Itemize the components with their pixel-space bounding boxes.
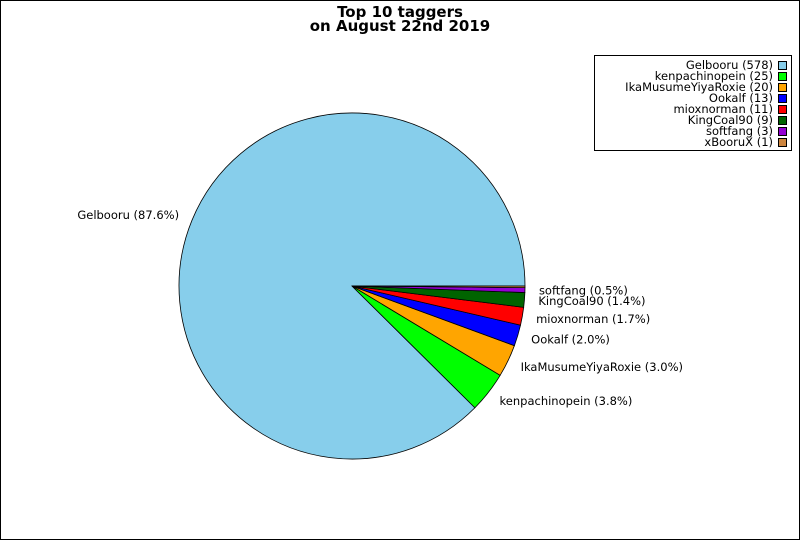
legend-entry-ikamusumeyiyaroxie: IkaMusumeYiyaRoxie (20)	[625, 80, 787, 94]
legend-entry-kenpachinopein: kenpachinopein (25)	[654, 69, 787, 83]
legend-label: IkaMusumeYiyaRoxie (20)	[625, 80, 773, 94]
legend-swatch	[778, 116, 787, 125]
legend-swatch	[778, 94, 787, 103]
legend-swatch	[778, 83, 787, 92]
legend-swatch	[778, 72, 787, 81]
legend-swatch	[778, 61, 787, 70]
slice-label-mioxnorman: mioxnorman (1.7%)	[536, 312, 650, 326]
legend-label: Gelbooru (578)	[685, 58, 773, 72]
chart-title-line-2: on August 22nd 2019	[309, 17, 491, 35]
legend-swatch	[778, 138, 787, 147]
slice-label-ookalf: Ookalf (2.0%)	[531, 333, 610, 347]
legend-swatch	[778, 105, 787, 114]
chart-title-line-1: Top 10 taggers	[337, 3, 463, 21]
slice-label-gelbooru: Gelbooru (87.6%)	[77, 208, 179, 222]
slice-label-ikamusumeyiyaroxie: IkaMusumeYiyaRoxie (3.0%)	[521, 360, 683, 374]
legend: Gelbooru (578) kenpachinopein (25) IkaMusu…	[594, 55, 792, 151]
pie-slice-xboorux	[351, 285, 526, 289]
legend-swatch	[778, 127, 787, 136]
legend-entry-xboorux: xBooruX (1)	[704, 135, 787, 149]
legend-label: KingCoal90 (9)	[687, 113, 773, 127]
legend-label: Ookalf (13)	[708, 91, 773, 105]
legend-entry-softfang: softfang (3)	[705, 124, 787, 138]
legend-entry-gelbooru: Gelbooru (578)	[685, 58, 787, 72]
slice-label-kenpachinopein: kenpachinopein (3.8%)	[500, 394, 633, 408]
legend-label: mioxnorman (11)	[673, 102, 773, 116]
slice-label-kingcoal90: KingCoal90 (1.4%)	[538, 294, 645, 308]
legend-entry-kingcoal90: KingCoal90 (9)	[687, 113, 787, 127]
legend-entry-ookalf: Ookalf (13)	[708, 91, 787, 105]
legend-label: softfang (3)	[705, 124, 773, 138]
legend-label: xBooruX (1)	[704, 135, 773, 149]
legend-entry-mioxnorman: mioxnorman (11)	[673, 102, 787, 116]
slice-label-softfang: softfang (0.5%)	[539, 283, 628, 297]
legend-label: kenpachinopein (25)	[654, 69, 773, 83]
